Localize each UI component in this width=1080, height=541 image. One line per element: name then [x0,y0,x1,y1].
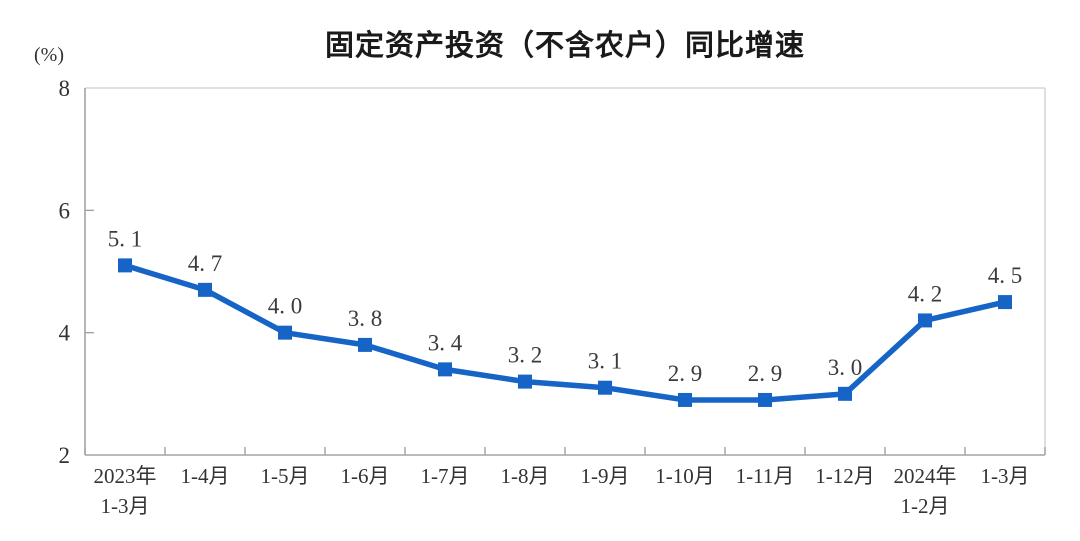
data-point-label: 3. 0 [828,355,863,380]
y-axis-label: 6 [59,198,71,223]
chart-title: 固定资产投资（不含农户）同比增速 [324,30,805,62]
x-axis-label: 2023年 1-3月 [94,464,157,518]
data-point-label: 3. 4 [428,330,463,355]
data-point-marker [598,380,612,395]
y-axis-label: 4 [59,321,71,346]
data-point-marker [838,386,852,401]
y-axis-label: 8 [59,76,71,101]
x-axis-label: 1-6月 [341,464,390,488]
y-axis-unit-label: (%) [34,44,64,66]
data-point-label: 2. 9 [748,361,783,386]
data-point-label: 4. 5 [988,263,1023,288]
x-axis-label: 1-5月 [261,464,310,488]
data-point-marker [998,295,1012,310]
data-point-label: 4. 2 [908,281,943,306]
data-point-label: 4. 0 [268,294,303,319]
y-axis-label: 2 [59,443,71,468]
data-point-label: 5. 1 [108,226,143,251]
x-axis-label: 1-4月 [181,464,230,488]
data-point-label: 2. 9 [668,361,703,386]
data-point-label: 3. 1 [588,349,623,374]
data-point-marker [918,313,932,328]
data-point-marker [678,392,692,407]
data-point-label: 3. 2 [508,343,543,368]
data-point-marker [758,392,772,407]
x-axis-label: 1-8月 [501,464,550,488]
x-axis-label: 1-7月 [421,464,470,488]
data-point-marker [278,325,292,340]
data-line [122,262,1008,403]
x-axis-label: 1-12月 [815,464,875,488]
data-point-marker [198,282,212,297]
x-axis-label: 1-9月 [581,464,630,488]
data-point-marker [358,337,372,352]
x-axis-label: 1-11月 [736,464,795,488]
data-point-marker [118,258,132,273]
data-point-label: 4. 7 [188,251,223,276]
x-axis-label: 1-10月 [655,464,715,488]
x-axis-label: 2024年 1-2月 [894,464,957,518]
x-axis-label: 1-3月 [981,464,1030,488]
data-point-label: 3. 8 [348,306,383,331]
data-point-marker [518,374,532,389]
data-point-marker [438,362,452,377]
